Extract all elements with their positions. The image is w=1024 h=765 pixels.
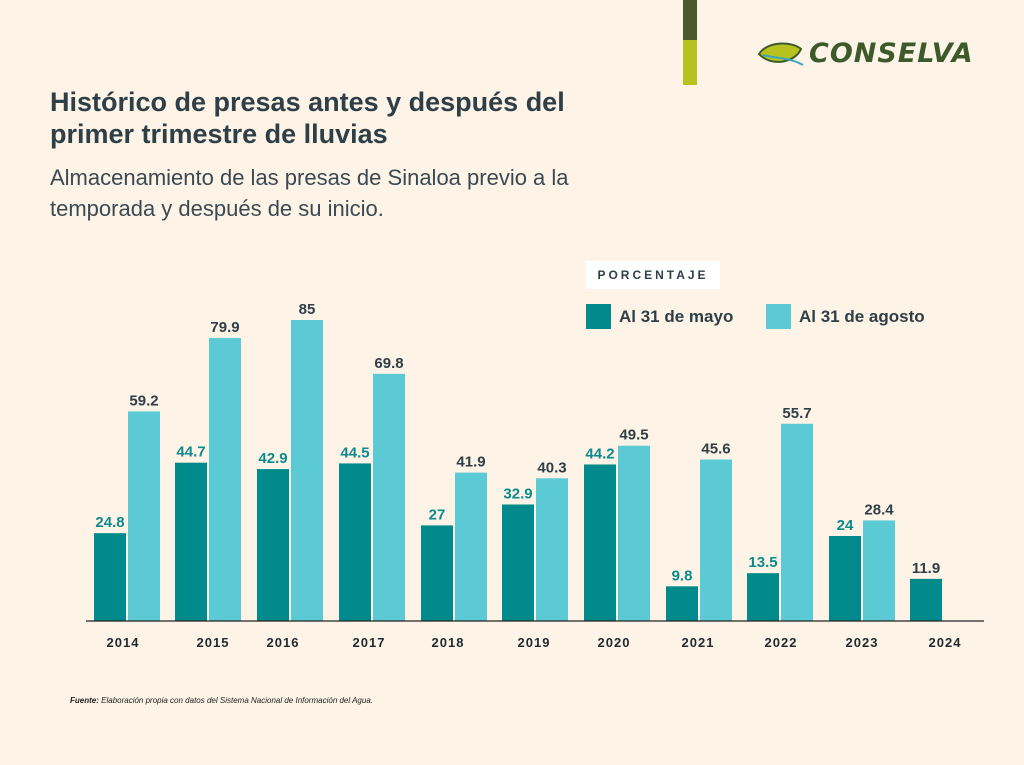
bar-2020-agosto [618, 445, 650, 621]
bar-2017-agosto [373, 373, 405, 621]
data-label: 40.3 [537, 459, 566, 476]
bar-2014-mayo [94, 533, 126, 621]
page-title: Histórico de presas antes y después del … [50, 87, 565, 149]
x-tick-label: 2016 [267, 635, 300, 650]
bar-2019-mayo [502, 504, 534, 621]
page-subtitle: Almacenamiento de las presas de Sinaloa … [50, 165, 569, 221]
data-label: 13.5 [748, 554, 777, 571]
bar-2021-mayo [666, 586, 698, 621]
bar-2018-agosto [455, 472, 487, 621]
bar-2016-agosto [291, 320, 323, 621]
bar-2020-mayo [584, 464, 616, 621]
bar-2015-agosto [209, 338, 241, 621]
bar-2022-agosto [781, 423, 813, 621]
data-label: 24 [837, 517, 854, 534]
bar-2016-mayo [257, 469, 289, 621]
bar-2015-mayo [175, 462, 207, 621]
data-label: 55.7 [782, 405, 811, 422]
data-label: 11.9 [912, 560, 940, 577]
data-label: 49.5 [619, 427, 648, 444]
data-label: 42.9 [258, 450, 287, 467]
data-label: 85 [299, 301, 316, 318]
leaf-icon [757, 42, 804, 66]
data-label: 44.7 [176, 444, 205, 461]
brand-bar-dark [683, 0, 697, 40]
data-label: 27 [429, 506, 446, 523]
data-label: 59.2 [129, 392, 158, 409]
bar-2024-mayo [910, 578, 942, 621]
x-tick-label: 2015 [197, 635, 230, 650]
bar-2018-mayo [421, 525, 453, 621]
legend-swatch [586, 304, 611, 329]
legend-item-agosto: Al 31 de agosto [766, 304, 925, 329]
x-tick-label: 2023 [846, 635, 879, 650]
x-tick-label: 2018 [432, 635, 465, 650]
bar-2014-agosto [128, 411, 160, 621]
data-label: 32.9 [503, 485, 532, 502]
conselva-logo: CONSELVA [757, 38, 974, 69]
data-label: 24.8 [95, 514, 124, 531]
source-note: Fuente: Elaboración propia con datos del… [70, 696, 373, 705]
x-tick-label: 2022 [765, 635, 798, 650]
bar-2022-mayo [747, 573, 779, 621]
data-label: 44.2 [585, 445, 614, 462]
legend-item-mayo: Al 31 de mayo [586, 304, 733, 329]
x-tick-label: 2020 [598, 635, 631, 650]
x-tick-label: 2021 [682, 635, 715, 650]
bar-2021-agosto [700, 459, 732, 621]
x-tick-label: 2019 [518, 635, 551, 650]
data-label: 44.5 [340, 444, 369, 461]
data-label: 45.6 [701, 441, 730, 458]
data-label: 28.4 [864, 501, 894, 518]
x-tick-label: 2017 [353, 635, 386, 650]
brand-bar-light [683, 40, 697, 85]
data-label: 41.9 [456, 454, 485, 471]
bar-2023-agosto [863, 520, 895, 621]
data-label: 69.8 [374, 355, 403, 372]
data-label: 79.9 [210, 319, 239, 336]
data-label: 9.8 [672, 567, 693, 584]
bar-2023-mayo [829, 536, 861, 621]
x-tick-label: 2024 [929, 635, 962, 650]
unit-label: PORCENTAJE [586, 261, 720, 289]
legend-swatch [766, 304, 791, 329]
x-tick-label: 2014 [107, 635, 140, 650]
bar-2017-mayo [339, 463, 371, 621]
bar-2019-agosto [536, 478, 568, 621]
